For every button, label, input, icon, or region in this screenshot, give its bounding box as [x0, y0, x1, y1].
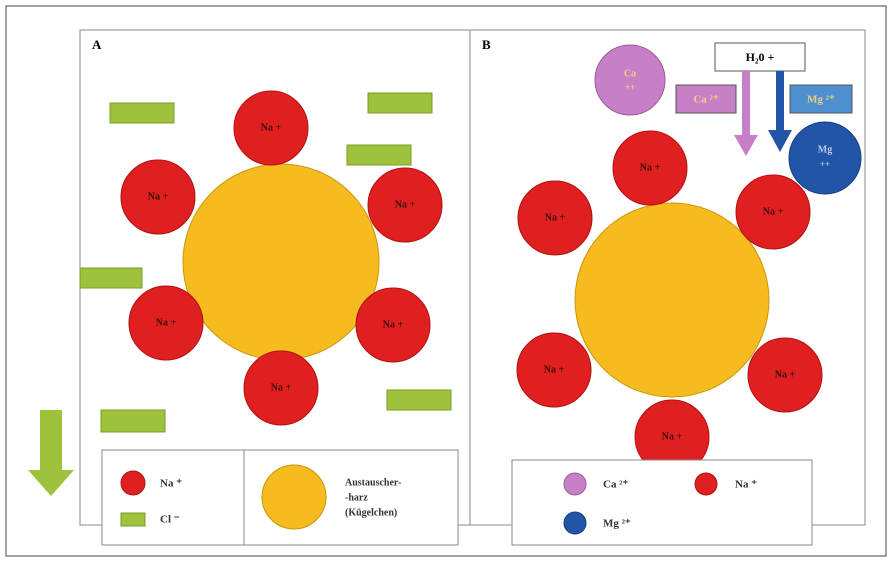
legend-resin: [262, 465, 326, 529]
cl-ion: [80, 268, 142, 288]
legend-na: [695, 473, 717, 495]
ca-tag-label: Ca ²⁺: [693, 94, 718, 106]
legend-cl: [121, 513, 145, 526]
ion-label: Na +: [148, 191, 169, 202]
ion-label: Mg: [818, 144, 832, 155]
legend-b: [512, 460, 812, 545]
legend-text: (Kügelchen): [345, 507, 397, 518]
legend-na: [121, 471, 145, 495]
panel-label: A: [92, 37, 102, 52]
cl-ion: [347, 145, 411, 165]
legend-text: Ca ²⁺: [603, 479, 628, 491]
legend-text: Na ⁺: [735, 479, 757, 491]
legend-text: Cl ⁻: [160, 514, 180, 526]
resin-bead: [575, 203, 769, 397]
water-label: H₂0 +: [746, 50, 775, 64]
ion-label: Na +: [545, 212, 566, 223]
ion-label: ++: [625, 82, 635, 92]
diagram: A Na + Na + Na + Na + Na + Na + Na ⁺ Cl ⁻ Aus…: [0, 0, 892, 562]
cl-ion: [110, 103, 174, 123]
ion-label: Na +: [261, 122, 282, 133]
cl-ion: [387, 390, 451, 410]
legend-text: Na ⁺: [160, 478, 182, 490]
ca-ion: [595, 45, 665, 115]
ion-label: Na +: [544, 364, 565, 375]
ion-label: Na +: [640, 162, 661, 173]
ion-label: Na +: [156, 317, 177, 328]
ion-label: Na +: [662, 431, 683, 442]
ion-label: Na +: [775, 369, 796, 380]
resin-bead: [183, 164, 379, 360]
ion-label: Na +: [271, 382, 292, 393]
legend-text: -harz: [345, 492, 368, 503]
legend-ca: [564, 473, 586, 495]
legend-text: Mg ²⁺: [603, 518, 631, 530]
panel-label: B: [482, 37, 491, 52]
mg-ion: [789, 122, 861, 194]
mg-tag-label: Mg ²⁺: [807, 94, 835, 106]
ion-label: Na +: [763, 206, 784, 217]
ion-label: ++: [820, 159, 830, 169]
cl-ion: [101, 410, 165, 432]
ion-label: Na +: [395, 199, 416, 210]
ion-label: Ca: [624, 68, 636, 79]
cl-ion: [368, 93, 432, 113]
ion-label: Na +: [383, 319, 404, 330]
legend-text: Austauscher-: [345, 477, 401, 488]
legend-mg: [564, 512, 586, 534]
